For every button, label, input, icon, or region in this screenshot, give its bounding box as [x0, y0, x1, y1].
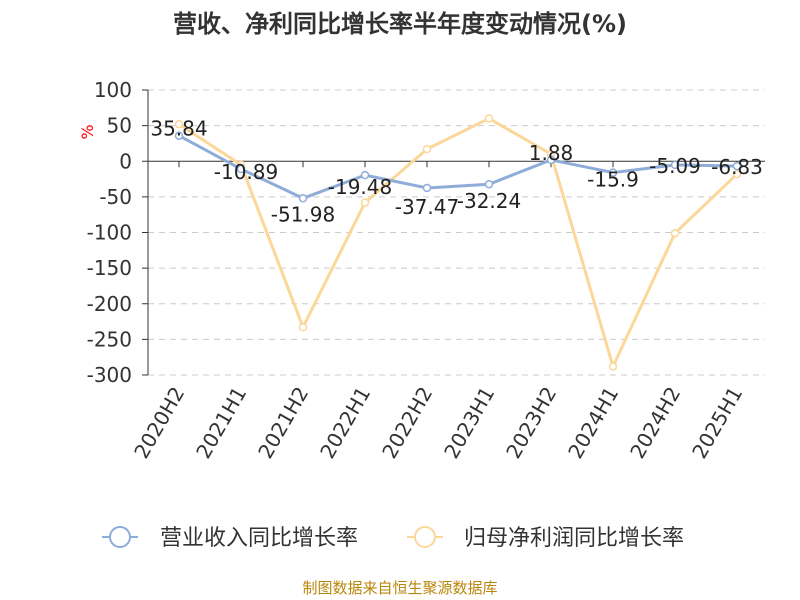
x-tick-label: 2021H1 [191, 383, 251, 463]
x-tick-label: 2023H1 [439, 383, 499, 463]
data-point [422, 144, 432, 154]
legend-item-2[interactable]: 归母净利润同比增长率 [407, 526, 684, 551]
x-tick-label: 2023H2 [501, 383, 561, 463]
legend-label: 归母净利润同比增长率 [464, 526, 684, 551]
grid-lines [148, 89, 765, 376]
source-note: 制图数据来自恒生聚源数据库 [302, 579, 497, 597]
data-point [360, 198, 370, 207]
data-point [484, 179, 494, 189]
x-tick-label: 2022H1 [315, 383, 375, 463]
data-label: -15.9 [587, 168, 639, 192]
data-labels: 35.84-10.89-51.98-19.48-37.47-32.241.88-… [150, 117, 763, 227]
data-point [236, 164, 246, 174]
data-label: -37.47 [395, 195, 459, 219]
data-point [732, 161, 742, 171]
data-label: -6.83 [711, 155, 763, 179]
x-tick-label: 2020H2 [129, 383, 189, 463]
y-tick-label: -250 [87, 327, 132, 351]
data-label: -10.89 [214, 160, 278, 184]
data-label: 35.84 [150, 117, 207, 141]
series-line-1 [178, 134, 738, 200]
data-point [546, 155, 556, 165]
y-tick-label: -200 [87, 292, 132, 316]
x-tick-label: 2024H1 [563, 383, 623, 463]
data-point [422, 183, 432, 193]
legend[interactable]: 营业收入同比增长率 归母净利润同比增长率 [102, 526, 684, 551]
legend-label: 营业收入同比增长率 [160, 526, 358, 551]
data-label: 1.88 [529, 141, 574, 165]
x-tick-label: 2022H2 [377, 383, 437, 463]
series-line-2 [178, 117, 739, 368]
data-point [174, 119, 184, 129]
x-tick-label: 2024H2 [625, 383, 685, 463]
legend-marker [109, 526, 131, 548]
data-point [608, 362, 618, 371]
data-point [298, 194, 308, 203]
y-tick-label: -300 [87, 363, 132, 387]
data-point [298, 323, 308, 332]
legend-item-1[interactable]: 营业收入同比增长率 [102, 526, 358, 551]
data-label: -32.24 [457, 189, 521, 213]
data-point [174, 131, 184, 140]
data-label: -19.48 [328, 175, 392, 199]
data-label: -51.98 [271, 202, 335, 226]
y-tick-label: 50 [107, 114, 132, 138]
data-point [484, 114, 494, 123]
data-point [670, 228, 680, 238]
data-point [608, 168, 618, 177]
chart-title: 营收、净利同比增长率半年度变动情况(%) [173, 10, 627, 38]
y-axis-unit: % [78, 124, 97, 139]
y-tick-label: -50 [99, 185, 132, 209]
series-layer [174, 114, 742, 371]
data-label: -5.09 [649, 154, 701, 178]
x-tick-label: 2021H2 [253, 383, 313, 463]
y-tick-label: 0 [119, 149, 132, 173]
y-tick-label: -100 [87, 221, 132, 245]
legend-marker [414, 526, 436, 548]
data-point [360, 170, 370, 180]
y-tick-label: -150 [87, 256, 132, 280]
y-tick-label: 100 [94, 78, 132, 102]
data-point [732, 169, 742, 179]
y-axis-ticks: 100 50 0 -50 -100 -150 -200 -250 -300 [87, 78, 148, 387]
data-point [670, 160, 680, 170]
x-tick-label: 2025H1 [687, 383, 747, 463]
